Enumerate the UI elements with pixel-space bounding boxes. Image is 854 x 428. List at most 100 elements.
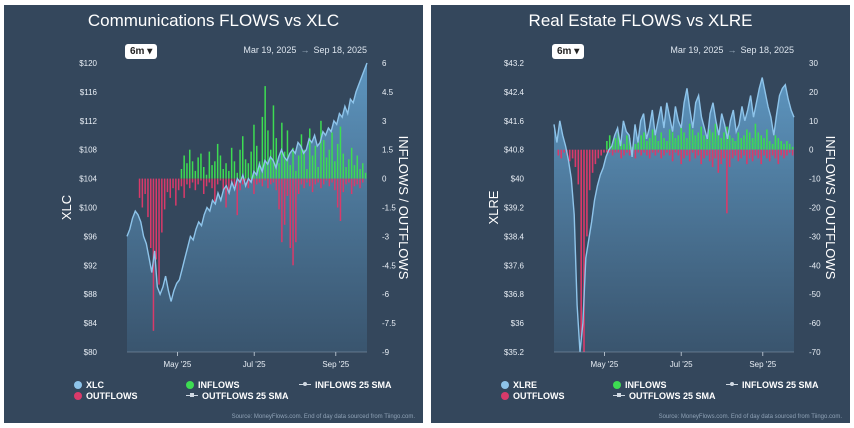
inflow-bar[interactable] [648,138,651,150]
outflow-bar[interactable] [563,149,565,153]
inflow-bar[interactable] [711,132,714,150]
inflow-bar[interactable] [788,143,791,150]
outflow-bar[interactable] [651,149,654,153]
outflow-bar[interactable] [233,178,236,187]
outflow-bar[interactable] [760,149,762,165]
outflow-bar[interactable] [771,149,774,156]
outflow-bar[interactable] [714,149,717,159]
inflow-bar[interactable] [634,143,637,150]
outflow-bar[interactable] [300,178,303,185]
outflow-bar[interactable] [214,178,216,202]
inflow-bar[interactable] [780,141,782,150]
outflow-bar[interactable] [244,178,247,181]
outflow-bar[interactable] [197,178,199,185]
inflow-bar[interactable] [236,172,239,179]
inflow-bar[interactable] [663,138,665,150]
date-end[interactable]: Sep 18, 2025 [740,45,794,55]
outflow-bar[interactable] [683,149,685,159]
outflow-bar[interactable] [183,178,185,198]
inflow-bar[interactable] [350,147,353,179]
inflow-bar[interactable] [637,141,640,150]
inflow-bar[interactable] [258,161,261,179]
inflow-bar[interactable] [328,149,331,179]
inflow-bar[interactable] [272,105,275,179]
inflow-bar[interactable] [222,169,225,179]
inflow-bar[interactable] [356,155,359,179]
outflow-bar[interactable] [657,149,660,153]
inflow-bar[interactable] [611,143,614,150]
outflow-bar[interactable] [594,149,597,165]
inflow-bar[interactable] [700,126,702,150]
outflow-bar[interactable] [766,149,768,159]
outflow-bar[interactable] [180,178,183,187]
flows-chart[interactable]: $43.2 $42.4 $41.6 $40.8 $40 $39.2 $38.4 $37.6 $3… [431,5,850,423]
flows-chart[interactable]: $120 $116 $112 $108 $104 $100 $96 $92 $88 $84 $80 6… [4,5,423,423]
outflow-bar[interactable] [726,149,728,214]
inflow-bar[interactable] [336,143,339,179]
inflow-bar[interactable] [205,174,208,179]
inflow-bar[interactable] [757,132,760,150]
outflow-bar[interactable] [175,178,177,206]
outflow-bar[interactable] [620,149,622,159]
outflow-bar[interactable] [600,149,602,156]
outflow-bar[interactable] [671,149,674,162]
inflow-bar[interactable] [608,135,611,150]
outflow-bar[interactable] [777,149,780,165]
outflow-bar[interactable] [606,149,608,153]
inflow-bar[interactable] [270,149,272,179]
inflow-bar[interactable] [300,134,303,179]
outflow-bar[interactable] [751,149,754,162]
inflow-bar[interactable] [717,135,720,150]
legend-item-inflows-sma[interactable]: INFLOWS 25 SMA [726,380,819,390]
inflow-bar[interactable] [334,161,336,179]
inflow-bar[interactable] [362,163,364,179]
date-range[interactable]: Mar 19, 2025 → Sep 18, 2025 [243,45,367,55]
inflow-bar[interactable] [261,116,264,179]
outflow-bar[interactable] [228,178,230,194]
outflow-bar[interactable] [786,149,788,156]
inflow-bar[interactable] [180,169,183,179]
inflow-bar[interactable] [331,132,333,179]
outflow-bar[interactable] [208,178,211,183]
inflow-bar[interactable] [283,151,286,179]
legend-item-price[interactable]: XLC [74,380,104,390]
outflow-bar[interactable] [169,178,172,198]
outflow-bar[interactable] [754,149,757,156]
outflow-bar[interactable] [706,149,708,156]
inflow-bar[interactable] [706,138,708,150]
outflow-bar[interactable] [580,149,582,338]
outflow-bar[interactable] [256,178,258,185]
outflow-bar[interactable] [311,178,314,193]
outflow-bar[interactable] [328,178,331,187]
inflow-bar[interactable] [292,147,294,179]
outflow-bar[interactable] [697,149,700,156]
inflow-bar[interactable] [751,138,754,150]
outflow-bar[interactable] [700,149,702,165]
outflow-bar[interactable] [728,149,731,167]
inflow-bar[interactable] [771,143,774,150]
outflow-bar[interactable] [342,178,345,193]
inflow-bar[interactable] [766,129,768,150]
outflow-bar[interactable] [663,149,665,156]
outflow-bar[interactable] [723,149,725,159]
inflow-bar[interactable] [760,135,762,150]
inflow-bar[interactable] [323,140,325,179]
inflow-bar[interactable] [786,141,788,150]
outflow-bar[interactable] [147,178,149,218]
inflow-bar[interactable] [225,163,227,179]
outflow-bar[interactable] [617,149,620,153]
outflow-bar[interactable] [691,149,694,153]
outflow-bar[interactable] [297,178,300,194]
outflow-bar[interactable] [568,149,571,162]
outflow-bar[interactable] [317,178,319,183]
outflow-bar[interactable] [261,178,264,187]
outflow-bar[interactable] [356,178,359,185]
outflow-bar[interactable] [743,149,745,156]
inflow-bar[interactable] [348,159,350,179]
inflow-bar[interactable] [244,159,247,179]
range-dropdown-button[interactable]: 6m ▾ [125,44,158,59]
outflow-bar[interactable] [660,149,662,159]
outflow-bar[interactable] [292,178,294,266]
outflow-bar[interactable] [359,178,361,189]
outflow-bar[interactable] [309,178,311,187]
